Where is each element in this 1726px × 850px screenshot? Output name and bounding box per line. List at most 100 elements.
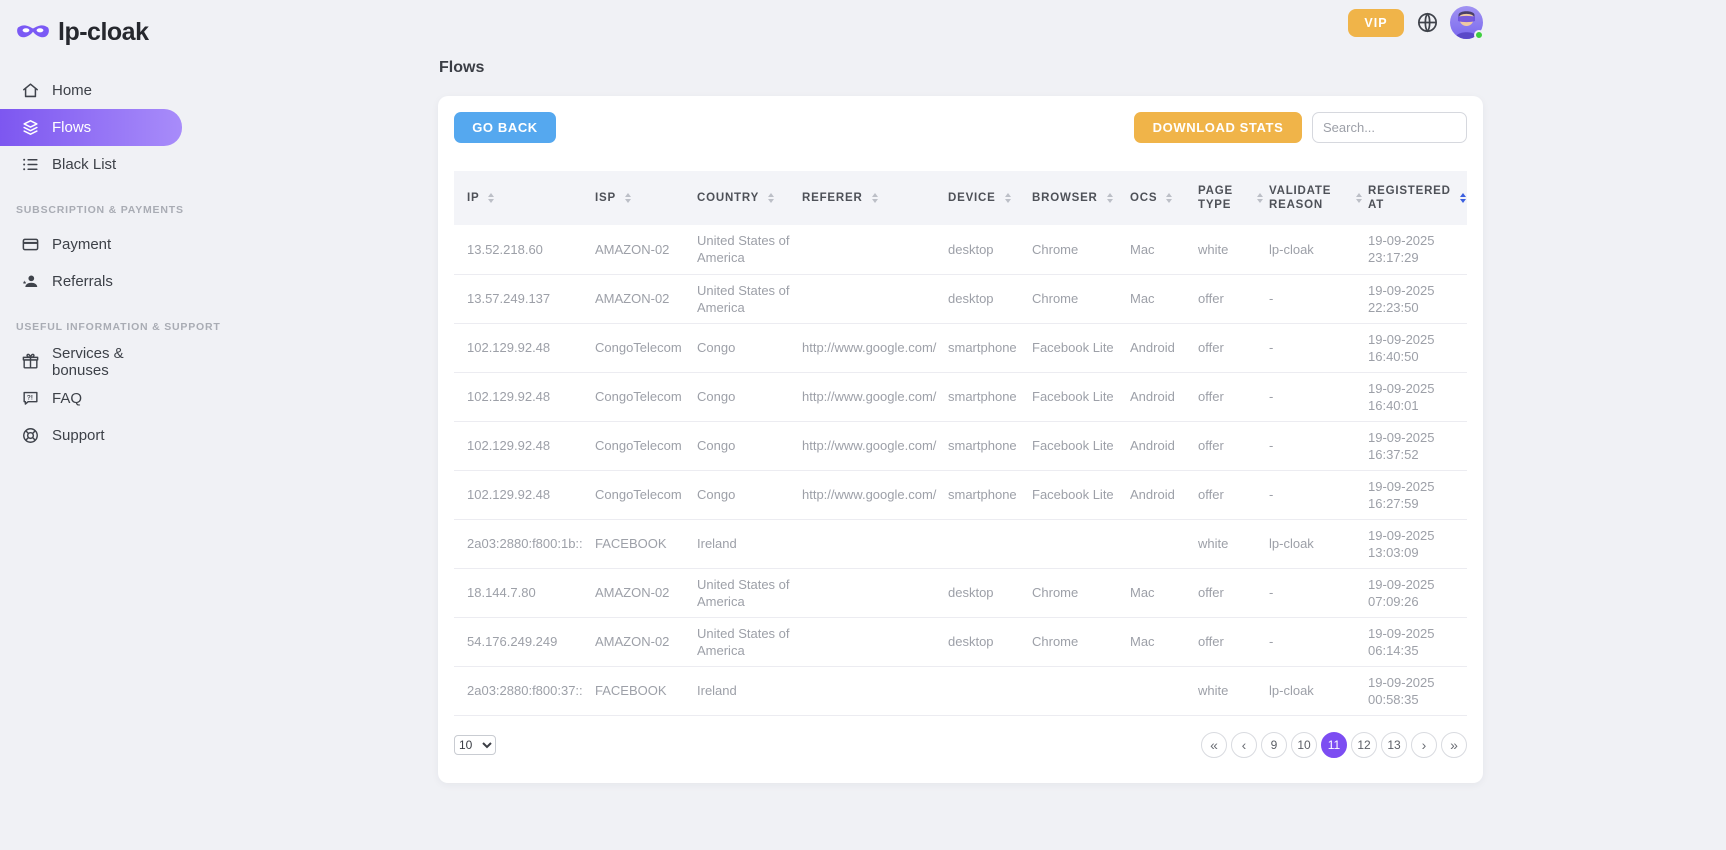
cell-ocs: Android <box>1130 389 1175 404</box>
sort-icon[interactable] <box>871 193 878 203</box>
cell-device: smartphone <box>948 487 1017 502</box>
sort-icon[interactable] <box>1166 193 1173 203</box>
cell-registered-at: 19-09-2025 16:37:52 <box>1368 429 1435 462</box>
cell-browser: Chrome <box>1032 241 1079 257</box>
cell-registered-at: 19-09-2025 07:09:26 <box>1368 576 1435 609</box>
cell-referer: http://www.google.com/ <box>802 340 937 355</box>
cell-registered-at: 19-09-2025 13:03:09 <box>1368 527 1435 560</box>
cell-device: smartphone <box>948 389 1017 404</box>
online-status-dot <box>1474 30 1484 40</box>
user-avatar[interactable] <box>1450 6 1484 40</box>
column-header-validate-reason: VALIDATE REASON <box>1269 171 1368 225</box>
sidebar-item-services-bonuses[interactable]: Services & bonuses <box>0 343 182 380</box>
cell-ip: 13.52.218.60 <box>467 241 543 257</box>
table-row: 102.129.92.48 CongoTelecom Congo http://www… <box>454 470 1467 519</box>
first-page-button[interactable]: « <box>1201 731 1227 758</box>
search-input[interactable] <box>1312 112 1467 143</box>
page-size-select[interactable]: 10 <box>454 734 496 755</box>
cell-country: United States of America <box>697 282 790 315</box>
page-button-13[interactable]: 13 <box>1381 731 1407 758</box>
cell-country: Congo <box>697 340 736 355</box>
column-header-browser: BROWSER <box>1032 171 1130 225</box>
sidebar-item-home[interactable]: Home <box>0 72 182 109</box>
cell-referer <box>802 519 948 568</box>
cell-ocs: Android <box>1130 487 1175 502</box>
column-header-registered-at: REGISTERED AT <box>1368 171 1467 225</box>
page-button-9[interactable]: 9 <box>1261 731 1287 758</box>
sort-icon[interactable] <box>1257 193 1263 203</box>
prev-page-button[interactable]: ‹ <box>1231 731 1257 758</box>
cell-ocs: Mac <box>1130 585 1155 600</box>
sidebar-item-flows[interactable]: Flows <box>0 109 182 146</box>
cell-validate-reason: - <box>1269 585 1274 600</box>
sidebar-item-black-list[interactable]: Black List <box>0 146 182 183</box>
sidebar-item-label: Payment <box>52 236 112 253</box>
cell-country: Congo <box>697 438 736 453</box>
sidebar-item-referrals[interactable]: Referrals <box>0 263 182 300</box>
sort-icon[interactable] <box>1004 193 1011 203</box>
cell-device <box>948 666 1032 715</box>
page-button-11-active[interactable]: 11 <box>1321 731 1347 758</box>
cell-page-type: offer <box>1198 438 1224 453</box>
sidebar-item-label: Flows <box>52 119 92 136</box>
cell-referer <box>802 225 948 274</box>
sort-icon[interactable] <box>1356 193 1362 203</box>
cell-isp: FACEBOOK <box>595 683 667 698</box>
brand-logo[interactable]: lp-cloak <box>0 14 182 50</box>
faq-chat-icon: ?! <box>20 389 40 409</box>
table-header-row: IP ISP COUNTRY REFERER DEVICE BROWSER OC… <box>454 171 1467 225</box>
cell-ip: 18.144.7.80 <box>467 585 536 600</box>
sort-icon[interactable] <box>624 193 631 203</box>
sort-icon[interactable] <box>1106 193 1113 203</box>
globe-icon[interactable] <box>1415 11 1439 35</box>
table-row: 13.57.249.137 AMAZON-02 United States of A… <box>454 274 1467 323</box>
sidebar-item-label: Referrals <box>52 273 113 290</box>
cell-referer <box>802 274 948 323</box>
last-page-button[interactable]: » <box>1441 731 1467 758</box>
flows-card: GO BACK DOWNLOAD STATS IP ISP COUNTRY RE… <box>438 96 1483 783</box>
sort-icon-active[interactable] <box>1459 193 1466 203</box>
cell-isp: AMAZON-02 <box>595 241 670 257</box>
sidebar-item-label: Support <box>52 427 105 444</box>
cell-registered-at: 19-09-2025 16:27:59 <box>1368 478 1435 511</box>
download-stats-button[interactable]: DOWNLOAD STATS <box>1134 112 1302 143</box>
cell-validate-reason: - <box>1269 389 1274 404</box>
table-row: 102.129.92.48 CongoTelecom Congo http://www… <box>454 421 1467 470</box>
gift-icon <box>20 352 40 372</box>
table-row: 2a03:2880:f800:37:: FACEBOOK Ireland white l… <box>454 666 1467 715</box>
cell-ip: 54.176.249.249 <box>467 634 558 649</box>
cell-browser: Chrome <box>1032 291 1079 306</box>
cell-isp: AMAZON-02 <box>595 291 670 306</box>
go-back-button[interactable]: GO BACK <box>454 112 556 143</box>
mask-icon <box>17 25 49 38</box>
page-title: Flows <box>439 59 485 76</box>
column-header-referer: REFERER <box>802 171 948 225</box>
cell-validate-reason: - <box>1269 340 1274 355</box>
cell-ocs <box>1130 519 1198 568</box>
next-page-button[interactable]: › <box>1411 731 1437 758</box>
column-header-ocs: OCS <box>1130 171 1198 225</box>
cell-page-type: offer <box>1198 389 1224 404</box>
column-header-device: DEVICE <box>948 171 1032 225</box>
cell-validate-reason: lp-cloak <box>1269 683 1314 698</box>
sidebar-item-payment[interactable]: Payment <box>0 226 182 263</box>
cell-registered-at: 19-09-2025 06:14:35 <box>1368 625 1435 658</box>
credit-card-icon <box>20 235 40 255</box>
cell-referer <box>802 666 948 715</box>
cell-registered-at: 19-09-2025 16:40:50 <box>1368 331 1435 364</box>
sidebar-item-faq[interactable]: ?! FAQ <box>0 380 182 417</box>
cell-page-type: white <box>1198 241 1229 257</box>
cell-country: Congo <box>697 389 736 404</box>
cell-ip: 102.129.92.48 <box>467 438 551 453</box>
page-button-12[interactable]: 12 <box>1351 731 1377 758</box>
cell-browser <box>1032 519 1130 568</box>
home-icon <box>20 81 40 101</box>
vip-button[interactable]: VIP <box>1348 8 1404 37</box>
sort-icon[interactable] <box>488 193 495 203</box>
page-button-10[interactable]: 10 <box>1291 731 1317 758</box>
cell-referer: http://www.google.com/ <box>802 389 937 404</box>
sidebar-item-support[interactable]: Support <box>0 417 182 454</box>
sort-icon[interactable] <box>768 193 775 203</box>
cell-referer <box>802 617 948 666</box>
cell-validate-reason: lp-cloak <box>1269 241 1314 257</box>
